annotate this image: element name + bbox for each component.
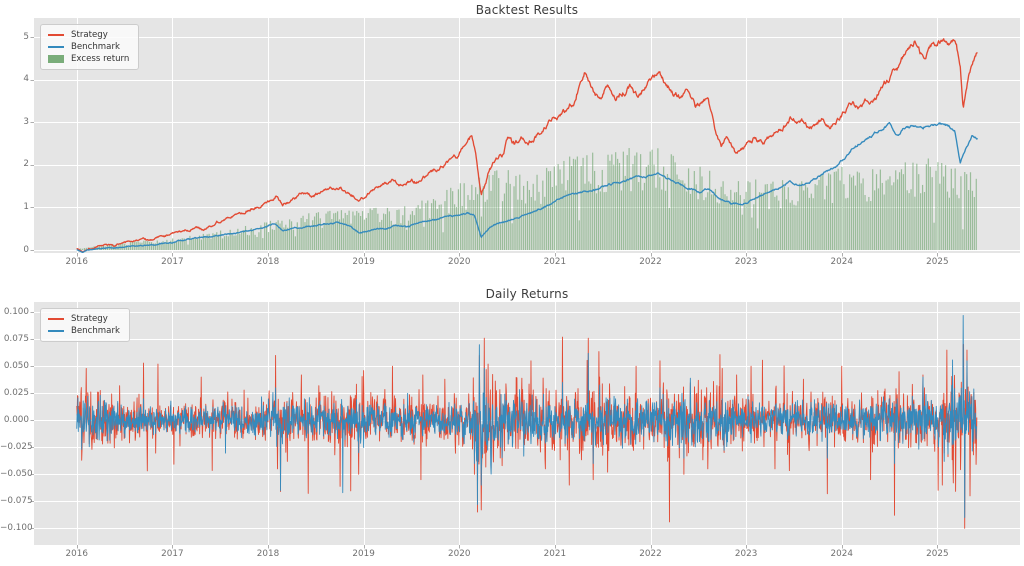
x-tick-label: 2025 [926, 257, 949, 267]
x-tick-label: 2016 [65, 257, 88, 267]
y-tick-label: −0.075 [0, 495, 33, 506]
y-tick-label: 5 [23, 31, 29, 42]
y-tick-label: −0.100 [0, 522, 33, 533]
legend-label: Benchmark [71, 326, 120, 336]
chart-title-daily-returns: Daily Returns [485, 287, 569, 301]
legend-item: Benchmark [48, 325, 120, 337]
legend-label: Benchmark [71, 42, 120, 52]
legend-item: Strategy [48, 29, 129, 41]
x-tick-label: 2022 [639, 549, 662, 559]
y-tick-label: 4 [23, 74, 29, 85]
legend-label: Excess return [71, 54, 130, 64]
y-tick-label: 1 [23, 201, 29, 212]
x-tick-label: 2021 [543, 257, 567, 267]
legend-item: Benchmark [48, 41, 129, 53]
legend-line-swatch [48, 34, 64, 36]
x-tick-label: 2017 [161, 257, 184, 267]
legend-label: Strategy [71, 314, 108, 324]
x-tick-label: 2018 [256, 549, 280, 559]
x-tick-label: 2024 [830, 257, 853, 267]
y-tick-label: −0.025 [0, 441, 33, 452]
x-tick-label: 2016 [65, 549, 88, 559]
y-tick-label: 2 [23, 159, 29, 170]
x-tick-label: 2019 [352, 257, 375, 267]
y-tick-label: 0.025 [3, 387, 29, 398]
y-tick-label: −0.050 [0, 468, 33, 479]
legend-item: Excess return [48, 53, 129, 65]
legend-daily-returns: Strategy Benchmark [40, 308, 130, 342]
y-tick-label: 0.050 [3, 360, 29, 371]
x-tick-label: 2018 [256, 257, 280, 267]
x-tick-label: 2020 [448, 257, 471, 267]
x-tick-label: 2019 [352, 549, 375, 559]
x-tick-label: 2022 [639, 257, 662, 267]
y-tick-label: 0 [23, 244, 29, 255]
y-tick-label: 3 [23, 116, 29, 127]
legend-bar-swatch [48, 55, 64, 63]
legend-line-swatch [48, 46, 64, 48]
x-tick-label: 2021 [543, 549, 567, 559]
legend-line-swatch [48, 330, 64, 332]
legend-item: Strategy [48, 313, 120, 325]
x-tick-label: 2023 [734, 257, 758, 267]
y-tick-label: 0.000 [3, 414, 29, 425]
chart-title-backtest-results: Backtest Results [475, 3, 579, 17]
x-tick-label: 2023 [734, 549, 758, 559]
y-tick-label: 0.075 [3, 333, 29, 344]
x-tick-label: 2017 [161, 549, 184, 559]
legend-line-swatch [48, 318, 64, 320]
x-tick-label: 2024 [830, 549, 853, 559]
legend-backtest-results: Strategy Benchmark Excess return [40, 24, 140, 70]
y-tick-label: 0.100 [3, 306, 29, 317]
x-tick-label: 2025 [926, 549, 949, 559]
legend-label: Strategy [71, 30, 108, 40]
x-tick-label: 2020 [448, 549, 471, 559]
